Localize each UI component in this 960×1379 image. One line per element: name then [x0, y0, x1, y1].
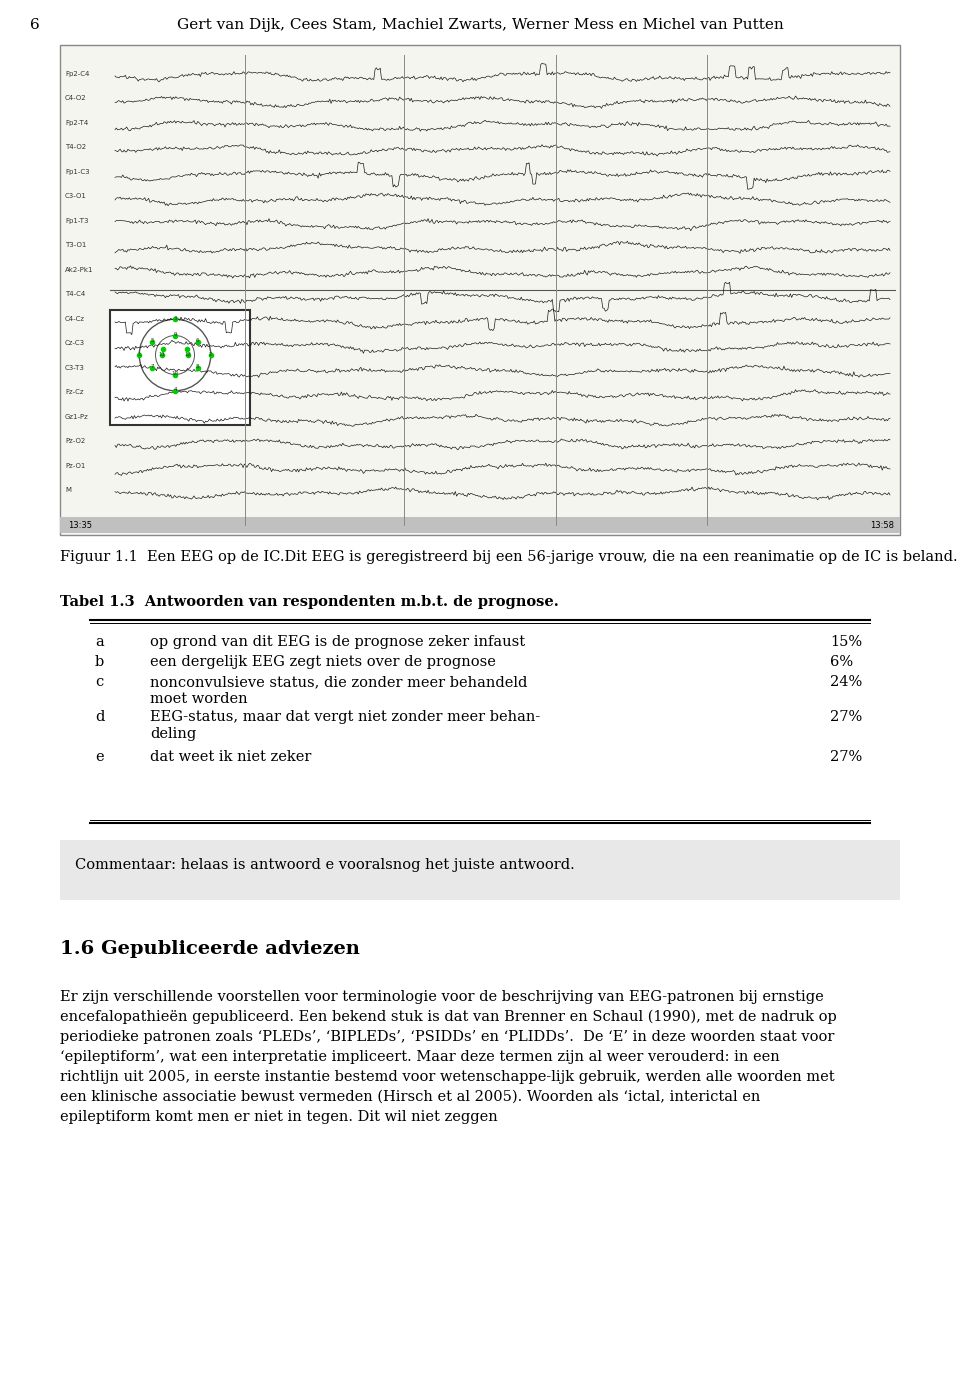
Text: Fp1-T3: Fp1-T3: [65, 218, 88, 223]
Text: C4-O2: C4-O2: [65, 95, 86, 101]
Text: 4: 4: [173, 387, 177, 392]
Text: b: b: [95, 655, 105, 669]
Text: 27%: 27%: [830, 750, 862, 764]
Text: Fp2-C4: Fp2-C4: [65, 70, 89, 77]
Text: 3: 3: [173, 316, 177, 321]
Text: C3-T3: C3-T3: [65, 365, 84, 371]
Text: Fp1-C3: Fp1-C3: [65, 168, 89, 175]
Text: 12: 12: [184, 352, 191, 357]
Text: richtlijn uit 2005, in eerste instantie bestemd voor wetenschappe-lijk gebruik, : richtlijn uit 2005, in eerste instantie …: [60, 1070, 834, 1084]
Bar: [60, 517, 900, 534]
Text: 6: 6: [196, 338, 200, 343]
Text: Commentaar: helaas is antwoord e vooralsnog het juiste antwoord.: Commentaar: helaas is antwoord e voorals…: [75, 858, 575, 872]
Text: op grond van dit EEG is de prognose zeker infaust: op grond van dit EEG is de prognose zeke…: [150, 634, 525, 650]
Text: 7: 7: [151, 364, 154, 370]
Text: 27%: 27%: [830, 710, 862, 724]
Text: ‘epileptiform’, wat een interpretatie impliceert. Maar deze termen zijn al weer : ‘epileptiform’, wat een interpretatie im…: [60, 1049, 780, 1065]
Text: 8: 8: [196, 364, 200, 370]
Text: C3-O1: C3-O1: [65, 193, 86, 200]
Text: T3-O1: T3-O1: [65, 243, 86, 248]
Text: 6%: 6%: [830, 655, 853, 669]
Text: 15%: 15%: [830, 634, 862, 650]
Text: 24%: 24%: [830, 674, 862, 690]
Text: 13:58: 13:58: [870, 520, 894, 530]
Text: T4-O2: T4-O2: [65, 145, 86, 150]
Text: epileptiform komt men er niet in tegen. Dit wil niet zeggen: epileptiform komt men er niet in tegen. …: [60, 1110, 497, 1124]
Text: 10: 10: [172, 371, 179, 376]
FancyBboxPatch shape: [60, 46, 900, 535]
Text: EEG-status, maar dat vergt niet zonder meer behan-: EEG-status, maar dat vergt niet zonder m…: [150, 710, 540, 724]
Text: 1.6 Gepubliceerde adviezen: 1.6 Gepubliceerde adviezen: [60, 940, 360, 958]
Text: d: d: [95, 710, 105, 724]
FancyBboxPatch shape: [60, 840, 900, 900]
Text: c: c: [95, 674, 104, 690]
Text: T4-C4: T4-C4: [65, 291, 85, 298]
Bar: [110, 310, 250, 425]
Text: moet worden: moet worden: [150, 692, 248, 706]
Text: deling: deling: [150, 727, 196, 741]
Text: Ak2-Pk1: Ak2-Pk1: [65, 268, 93, 273]
Text: een dergelijk EEG zegt niets over de prognose: een dergelijk EEG zegt niets over de pro…: [150, 655, 496, 669]
Text: Tabel 1.3  Antwoorden van respondenten m.b.t. de prognose.: Tabel 1.3 Antwoorden van respondenten m.…: [60, 594, 559, 610]
Text: 11: 11: [158, 352, 165, 357]
Text: encefalopathieën gepubliceerd. Een bekend stuk is dat van Brenner en Schaul (199: encefalopathieën gepubliceerd. Een beken…: [60, 1009, 837, 1025]
Text: Cz-C3: Cz-C3: [65, 341, 85, 346]
Text: dat weet ik niet zeker: dat weet ik niet zeker: [150, 750, 311, 764]
Text: nonconvulsieve status, die zonder meer behandeld: nonconvulsieve status, die zonder meer b…: [150, 674, 527, 690]
Text: een klinische associatie bewust vermeden (Hirsch et al 2005). Woorden als ‘ictal: een klinische associatie bewust vermeden…: [60, 1089, 760, 1105]
Text: Er zijn verschillende voorstellen voor terminologie voor de beschrijving van EEG: Er zijn verschillende voorstellen voor t…: [60, 990, 824, 1004]
Text: Fp2-T4: Fp2-T4: [65, 120, 88, 125]
Text: Gert van Dijk, Cees Stam, Machiel Zwarts, Werner Mess en Michel van Putten: Gert van Dijk, Cees Stam, Machiel Zwarts…: [177, 18, 783, 32]
Text: 13:35: 13:35: [68, 520, 92, 530]
Text: periodieke patronen zoals ‘PLEDs’, ‘BIPLEDs’, ‘PSIDDs’ en ‘PLIDDs’.  De ‘E’ in d: periodieke patronen zoals ‘PLEDs’, ‘BIPL…: [60, 1030, 834, 1044]
Text: C4-Cz: C4-Cz: [65, 316, 85, 321]
Text: Pz-O2: Pz-O2: [65, 439, 85, 444]
Text: 9: 9: [173, 332, 177, 336]
Text: Pz-O1: Pz-O1: [65, 463, 85, 469]
Text: Gz1-Pz: Gz1-Pz: [65, 414, 88, 419]
Text: Figuur 1.1  Een EEG op de IC.Dit EEG is geregistreerd bij een 56-jarige vrouw, d: Figuur 1.1 Een EEG op de IC.Dit EEG is g…: [60, 550, 958, 564]
Text: a: a: [95, 634, 104, 650]
Text: 5: 5: [151, 338, 154, 343]
Text: 2: 2: [209, 352, 212, 357]
Text: e: e: [95, 750, 104, 764]
Text: 1: 1: [137, 352, 141, 357]
Text: 6: 6: [30, 18, 39, 32]
Text: Fz-Cz: Fz-Cz: [65, 389, 84, 396]
Text: M: M: [65, 487, 71, 494]
